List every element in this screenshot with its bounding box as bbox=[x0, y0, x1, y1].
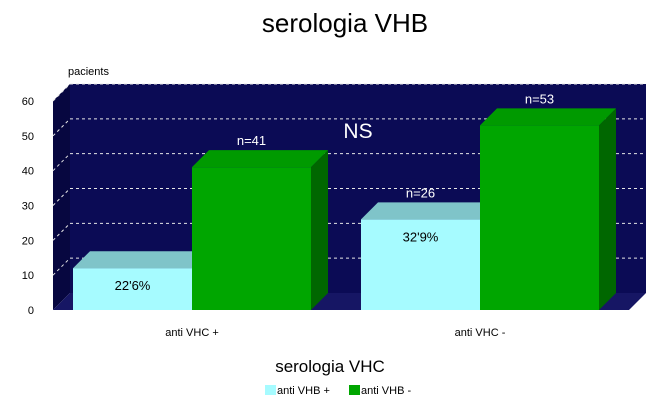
legend-label: anti VHB - bbox=[361, 385, 411, 397]
bar-1-1 bbox=[480, 108, 616, 310]
bar-labels: 22'6% 32'9% n=41 n=26 n=53 bbox=[115, 91, 555, 293]
y-tick-label: 20 bbox=[22, 235, 34, 247]
y-axis-label: pacients bbox=[68, 66, 109, 78]
x-axis-ticks: anti VHC + anti VHC - bbox=[165, 327, 505, 339]
bar-0-1 bbox=[361, 202, 497, 310]
bar-annotation: n=26 bbox=[406, 185, 435, 200]
legend: anti VHB + anti VHB - bbox=[265, 385, 411, 397]
y-tick-label: 60 bbox=[22, 96, 34, 108]
bar-side bbox=[599, 108, 616, 310]
bar-annotation: 32'9% bbox=[403, 229, 439, 244]
bar-top bbox=[192, 150, 328, 168]
y-tick-label: 10 bbox=[22, 270, 34, 282]
bar-front bbox=[73, 268, 192, 310]
legend-label: anti VHB + bbox=[277, 385, 330, 397]
bar-front bbox=[480, 125, 599, 310]
bar-annotation: n=53 bbox=[525, 91, 554, 106]
bars bbox=[73, 108, 616, 310]
legend-swatch bbox=[349, 385, 360, 395]
bar-front bbox=[361, 219, 480, 310]
gridline bbox=[52, 188, 71, 206]
plot-area: 22'6% 32'9% n=41 n=26 n=53 NS bbox=[52, 83, 646, 310]
bar-top bbox=[73, 251, 209, 269]
y-tick-label: 50 bbox=[22, 131, 34, 143]
x-tick-label: anti VHC - bbox=[455, 327, 506, 339]
bar-front bbox=[192, 167, 311, 310]
significance-label: NS bbox=[343, 120, 372, 143]
x-tick-label: anti VHC + bbox=[165, 327, 219, 339]
gridline bbox=[52, 83, 71, 102]
gridline bbox=[52, 257, 71, 276]
y-tick-label: 40 bbox=[22, 166, 34, 178]
bar-side bbox=[311, 150, 328, 310]
y-tick-label: 0 bbox=[28, 305, 34, 317]
gridline bbox=[52, 118, 71, 137]
bar-top bbox=[361, 202, 497, 220]
chart-title: serologia VHB bbox=[262, 8, 428, 38]
y-tick-label: 30 bbox=[22, 201, 34, 213]
x-axis-title: serologia VHC bbox=[275, 357, 385, 376]
gridline bbox=[52, 222, 71, 241]
bar-1-0 bbox=[192, 150, 328, 310]
legend-swatch bbox=[265, 385, 276, 395]
y-axis-ticks: 0 10 20 30 40 50 60 bbox=[22, 96, 34, 317]
bar-top bbox=[480, 108, 616, 126]
gridline bbox=[52, 153, 71, 172]
bar-annotation: n=41 bbox=[237, 133, 266, 148]
bar-annotation: 22'6% bbox=[115, 278, 151, 293]
